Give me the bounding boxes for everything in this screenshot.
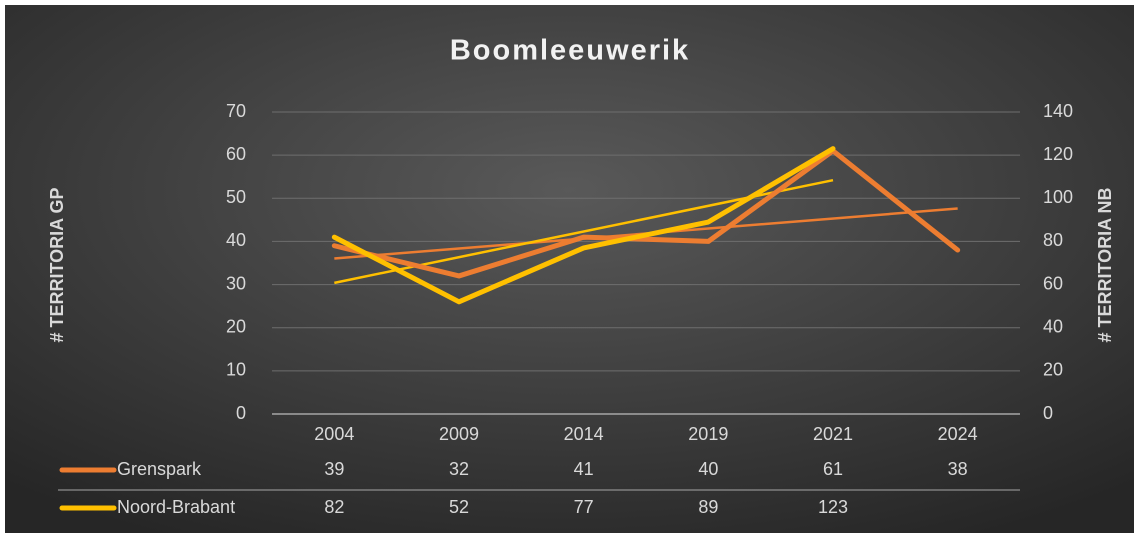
table-value: 82 bbox=[324, 497, 344, 517]
chart-title: Boomleeuwerik bbox=[450, 35, 690, 67]
y2-tick-label: 120 bbox=[1043, 144, 1073, 164]
y-tick-label: 70 bbox=[226, 101, 246, 121]
table-value: 123 bbox=[818, 497, 848, 517]
y-tick-label: 60 bbox=[226, 144, 246, 164]
x-tick-label: 2004 bbox=[314, 424, 354, 444]
series-line bbox=[331, 146, 836, 305]
x-tick-label: 2014 bbox=[564, 424, 604, 444]
y-tick-label: 50 bbox=[226, 187, 246, 207]
x-tick-label: 2009 bbox=[439, 424, 479, 444]
table-value: 52 bbox=[449, 497, 469, 517]
series-line bbox=[331, 148, 961, 279]
y2-tick-label: 140 bbox=[1043, 101, 1073, 121]
y2-tick-label: 100 bbox=[1043, 187, 1073, 207]
legend-label: Noord-Brabant bbox=[117, 497, 235, 517]
y-tick-label: 10 bbox=[226, 360, 246, 380]
background bbox=[5, 5, 1134, 533]
x-tick-label: 2021 bbox=[813, 424, 853, 444]
x-tick-label: 2019 bbox=[688, 424, 728, 444]
table-value: 89 bbox=[698, 497, 718, 517]
table-value: 32 bbox=[449, 459, 469, 479]
legend-label: Grenspark bbox=[117, 459, 202, 479]
y2-tick-label: 0 bbox=[1043, 403, 1053, 423]
table-value: 61 bbox=[823, 459, 843, 479]
table-value: 77 bbox=[574, 497, 594, 517]
y-tick-label: 30 bbox=[226, 273, 246, 293]
y-axis-title: # TERRITORIA GP bbox=[47, 187, 67, 342]
table-value: 40 bbox=[698, 459, 718, 479]
y2-tick-label: 20 bbox=[1043, 360, 1063, 380]
y2-tick-label: 60 bbox=[1043, 273, 1063, 293]
y-tick-label: 20 bbox=[226, 316, 246, 336]
y2-axis-title: # TERRITORIA NB bbox=[1095, 187, 1115, 342]
table-value: 39 bbox=[324, 459, 344, 479]
x-tick-label: 2024 bbox=[938, 424, 978, 444]
table-value: 41 bbox=[574, 459, 594, 479]
y2-tick-label: 40 bbox=[1043, 316, 1063, 336]
y-tick-label: 0 bbox=[236, 403, 246, 423]
y2-tick-label: 80 bbox=[1043, 230, 1063, 250]
y-tick-label: 40 bbox=[226, 230, 246, 250]
table-value: 38 bbox=[948, 459, 968, 479]
